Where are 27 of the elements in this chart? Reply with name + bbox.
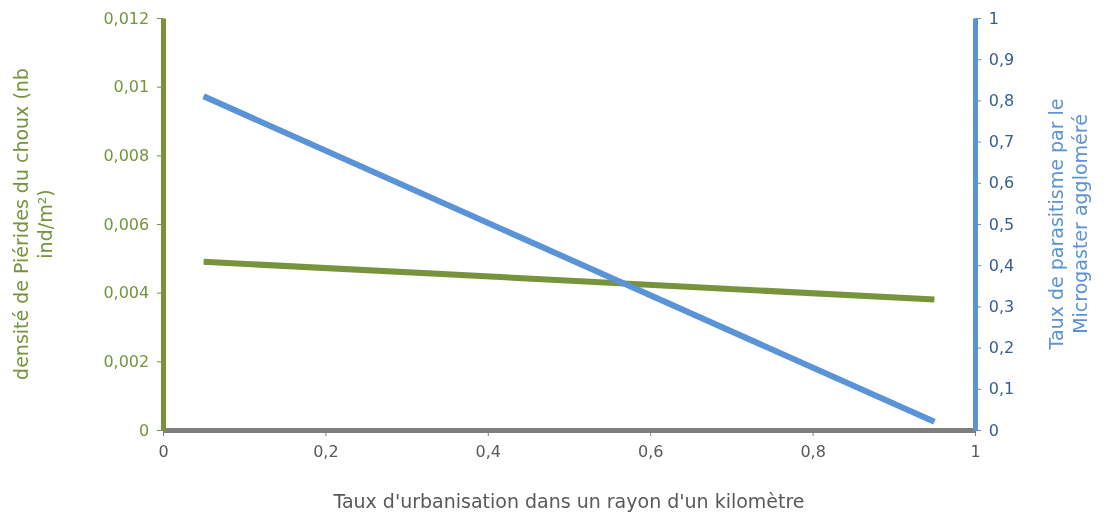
x-tick-label: 0,2 bbox=[313, 441, 339, 461]
y2-tick-label: 0,8 bbox=[988, 91, 1015, 111]
x-tick-label: 0,4 bbox=[475, 441, 502, 461]
y2-tick-label: 0,2 bbox=[988, 338, 1015, 358]
y-tick-label: 0,012 bbox=[103, 8, 150, 28]
y-tick-label: 0,008 bbox=[103, 145, 150, 165]
y2-tick-label: 0 bbox=[988, 420, 999, 440]
y2-tick-label: 0,6 bbox=[988, 173, 1015, 193]
y-tick-label: 0,006 bbox=[103, 214, 150, 234]
y2-tick-label: 0,3 bbox=[988, 297, 1015, 317]
y-tick-label: 0,004 bbox=[103, 283, 150, 303]
y2-axis-title: Taux de parasitisme par le Microgaster aggloméré bbox=[1045, 98, 1091, 351]
y2-tick-label: 0,4 bbox=[988, 255, 1015, 275]
y-axis-title: densité de Piérides du choux (nb ind/m²) bbox=[10, 68, 56, 380]
x-tick-label: 1 bbox=[970, 441, 981, 461]
y2-tick-label: 1 bbox=[988, 8, 999, 28]
y2-tick-label: 0,5 bbox=[988, 214, 1015, 234]
x-axis-title: Taux d'urbanisation dans un rayon d'un kilomètre bbox=[332, 490, 805, 512]
y2-tick-label: 0,7 bbox=[988, 132, 1015, 152]
y-tick-label: 0,01 bbox=[113, 77, 150, 97]
x-tick-label: 0 bbox=[158, 441, 169, 461]
y-tick-label: 0,002 bbox=[103, 351, 150, 371]
x-tick-label: 0,8 bbox=[800, 441, 826, 461]
x-tick-label: 0,6 bbox=[637, 441, 664, 461]
y-tick-label: 0 bbox=[139, 420, 150, 440]
y2-tick-label: 0,9 bbox=[988, 49, 1015, 69]
y2-tick-label: 0,1 bbox=[988, 379, 1015, 399]
